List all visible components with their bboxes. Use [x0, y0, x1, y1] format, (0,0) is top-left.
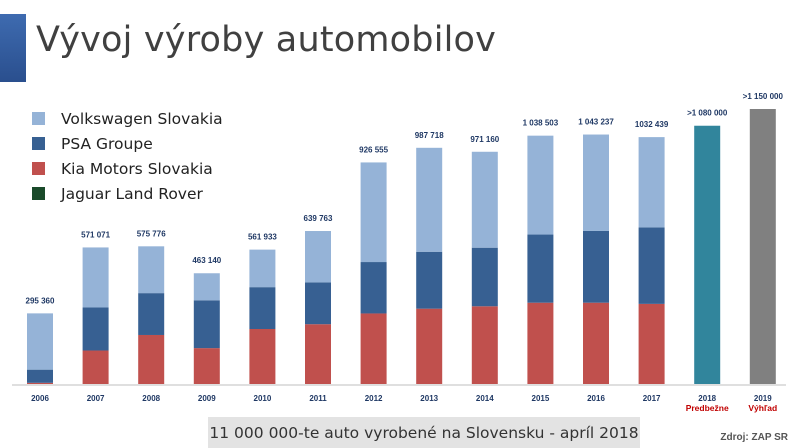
bar-total-2018 — [694, 125, 721, 384]
bar-psa-groupe-2014 — [471, 247, 498, 307]
x-tick-label-2013: 2013 — [420, 394, 438, 403]
bar-psa-groupe-2006 — [27, 369, 53, 383]
bar-volkswagen-slovakia-2006 — [27, 313, 53, 370]
bar-kia-motors-slovakia-2015 — [527, 302, 554, 384]
legend: Volkswagen Slovakia PSA Groupe Kia Motors … — [32, 106, 223, 206]
total-label-2013: 987 718 — [415, 131, 444, 140]
title-accent-bar — [0, 14, 26, 82]
x-note-label-2019: Výhľad — [748, 403, 777, 413]
bar-psa-groupe-2009 — [193, 300, 220, 349]
x-tick-label-2006: 2006 — [31, 394, 49, 403]
x-tick-label-2016: 2016 — [587, 394, 605, 403]
x-tick-label-2018: 2018 — [698, 394, 716, 403]
bar-volkswagen-slovakia-2014 — [471, 151, 498, 248]
legend-swatch — [32, 137, 45, 150]
x-tick-label-2007: 2007 — [87, 394, 105, 403]
bar-psa-groupe-2011 — [305, 282, 331, 325]
total-label-2015: 1 038 503 — [523, 119, 559, 128]
bar-kia-motors-slovakia-2007 — [82, 350, 109, 384]
bar-kia-motors-slovakia-2016 — [583, 302, 609, 384]
total-label-2018: >1 080 000 — [687, 109, 728, 118]
bar-psa-groupe-2010 — [249, 287, 276, 329]
bar-volkswagen-slovakia-2017 — [638, 137, 665, 228]
bar-kia-motors-slovakia-2012 — [360, 313, 387, 384]
x-tick-label-2011: 2011 — [309, 394, 327, 403]
slide-title: Vývoj výroby automobilov — [36, 20, 497, 60]
x-tick-label-2008: 2008 — [142, 394, 160, 403]
x-tick-label-2009: 2009 — [198, 394, 216, 403]
total-label-2012: 926 555 — [359, 145, 388, 154]
bar-kia-motors-slovakia-2017 — [638, 303, 665, 384]
legend-item-jaguar-land-rover: Jaguar Land Rover — [32, 181, 223, 206]
total-label-2016: 1 043 237 — [578, 118, 614, 127]
bar-volkswagen-slovakia-2015 — [527, 135, 554, 235]
bar-kia-motors-slovakia-2011 — [305, 324, 331, 384]
labels-group: 295 360 2006 571 071 2007 575 776 2008 463 140… — [26, 92, 784, 413]
legend-label: Kia Motors Slovakia — [61, 159, 213, 178]
total-label-2006: 295 360 — [26, 296, 55, 305]
legend-label: PSA Groupe — [61, 134, 153, 153]
x-tick-label-2017: 2017 — [643, 394, 661, 403]
legend-swatch — [32, 112, 45, 125]
bar-volkswagen-slovakia-2012 — [360, 162, 387, 263]
source-note: Zdroj: ZAP SR — [720, 432, 788, 443]
bar-total-2019 — [749, 109, 776, 384]
bar-volkswagen-slovakia-2010 — [249, 249, 276, 288]
x-tick-label-2014: 2014 — [476, 394, 494, 403]
x-note-label-2018: Predbežne — [686, 403, 729, 413]
bar-psa-groupe-2017 — [638, 227, 665, 304]
bar-volkswagen-slovakia-2007 — [82, 247, 109, 308]
caption-text: 11 000 000-te auto vyrobené na Slovensku… — [209, 423, 639, 442]
bar-kia-motors-slovakia-2006 — [27, 382, 53, 384]
total-label-2010: 561 933 — [248, 233, 277, 242]
legend-label: Volkswagen Slovakia — [61, 109, 223, 128]
total-label-2007: 571 071 — [81, 230, 110, 239]
bar-kia-motors-slovakia-2010 — [249, 329, 276, 384]
bar-psa-groupe-2015 — [527, 234, 554, 303]
bar-kia-motors-slovakia-2009 — [193, 348, 220, 384]
bar-psa-groupe-2013 — [416, 251, 443, 309]
bar-kia-motors-slovakia-2008 — [138, 334, 165, 384]
bar-psa-groupe-2016 — [583, 230, 609, 303]
legend-label: Jaguar Land Rover — [61, 184, 203, 203]
bar-psa-groupe-2007 — [82, 307, 109, 351]
bars-group — [27, 109, 776, 384]
bar-volkswagen-slovakia-2008 — [138, 246, 165, 294]
x-tick-label-2010: 2010 — [254, 394, 272, 403]
bar-kia-motors-slovakia-2013 — [416, 308, 443, 384]
legend-item-volkswagen-slovakia: Volkswagen Slovakia — [32, 106, 223, 131]
bar-volkswagen-slovakia-2013 — [416, 147, 443, 252]
bar-volkswagen-slovakia-2016 — [583, 134, 609, 231]
total-label-2008: 575 776 — [137, 229, 166, 238]
bar-volkswagen-slovakia-2011 — [305, 231, 331, 283]
bar-psa-groupe-2012 — [360, 262, 387, 314]
total-label-2019: >1 150 000 — [743, 92, 784, 101]
x-tick-label-2019: 2019 — [754, 394, 772, 403]
legend-item-psa-groupe: PSA Groupe — [32, 131, 223, 156]
total-label-2011: 639 763 — [304, 214, 333, 223]
x-tick-label-2012: 2012 — [365, 394, 383, 403]
caption-box: 11 000 000-te auto vyrobené na Slovensku… — [208, 417, 640, 448]
bar-volkswagen-slovakia-2009 — [193, 273, 220, 301]
legend-swatch — [32, 187, 45, 200]
total-label-2009: 463 140 — [192, 256, 221, 265]
total-label-2014: 971 160 — [470, 135, 499, 144]
bar-kia-motors-slovakia-2014 — [471, 306, 498, 384]
legend-item-kia-motors-slovakia: Kia Motors Slovakia — [32, 156, 223, 181]
legend-swatch — [32, 162, 45, 175]
x-tick-label-2015: 2015 — [532, 394, 550, 403]
total-label-2017: 1032 439 — [635, 120, 669, 129]
bar-psa-groupe-2008 — [138, 293, 165, 335]
